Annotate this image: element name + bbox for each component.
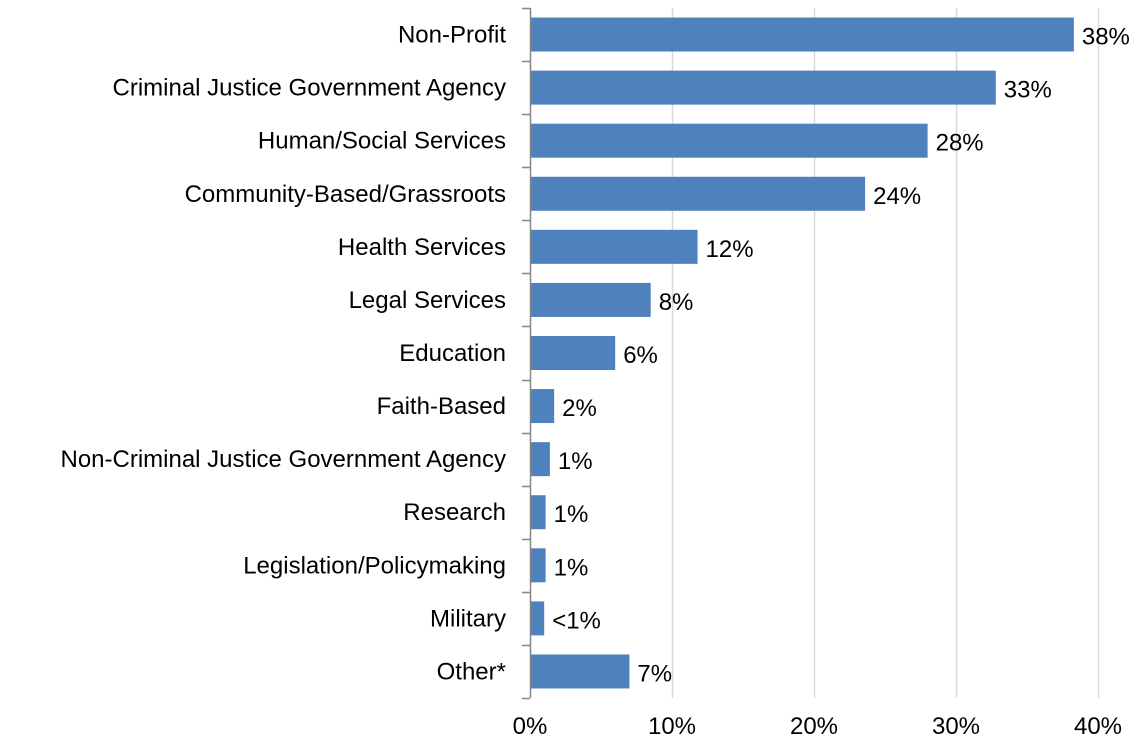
x-tick-label: 10% (648, 713, 696, 740)
data-label: 1% (554, 501, 589, 528)
data-label: 6% (623, 342, 658, 369)
x-tick-labels: 0% 10% 20% 30% 40% (513, 713, 1122, 740)
category-label: Criminal Justice Government Agency (113, 75, 507, 102)
bar (530, 176, 866, 211)
data-labels: 38% 33% 28% 24% 12% 8%6% 2% 1% 1% 1% <1% 7% (552, 24, 1130, 688)
bar (530, 17, 1074, 52)
bar (530, 601, 545, 636)
bar (530, 229, 698, 264)
data-label: 7% (637, 660, 672, 687)
x-tick-label: 30% (932, 713, 980, 740)
data-label: <1% (552, 607, 601, 634)
x-tick-label: 20% (790, 713, 838, 740)
bar (530, 495, 546, 530)
data-label: 24% (873, 183, 921, 210)
category-label: Research (403, 499, 506, 526)
data-label: 1% (558, 448, 593, 475)
bar (530, 70, 996, 105)
bars (530, 17, 1074, 689)
bar (530, 282, 651, 317)
bar (530, 548, 546, 583)
data-label: 33% (1004, 77, 1052, 104)
x-tick-label: 40% (1074, 713, 1122, 740)
gridlines (671, 8, 1100, 698)
data-label: 12% (706, 236, 754, 263)
category-label: Military (430, 605, 506, 632)
category-label: Non-Profit (398, 22, 506, 49)
y-axis (522, 7, 532, 700)
category-label: Community-Based/Grassroots (185, 181, 506, 208)
data-label: 38% (1082, 24, 1130, 51)
category-label: Faith-Based (377, 393, 506, 420)
category-labels: Non-Profit Criminal Justice Government Ag… (60, 22, 506, 686)
category-label: Education (399, 340, 506, 367)
category-label: Human/Social Services (258, 128, 506, 155)
category-label: Health Services (338, 234, 506, 261)
data-label: 2% (562, 395, 597, 422)
bar (530, 389, 555, 424)
category-label: Legal Services (349, 287, 506, 314)
data-label: 1% (554, 554, 589, 581)
bar (530, 336, 616, 370)
category-label: Other* (437, 658, 506, 685)
x-tick-label: 0% (513, 713, 548, 740)
bar (530, 654, 630, 689)
category-label: Legislation/Policymaking (243, 552, 506, 579)
data-label: 28% (936, 130, 984, 157)
data-label: 8% (659, 289, 694, 316)
bar (530, 123, 928, 158)
bar (530, 442, 550, 477)
category-label: Non-Criminal Justice Government Agency (60, 446, 506, 473)
